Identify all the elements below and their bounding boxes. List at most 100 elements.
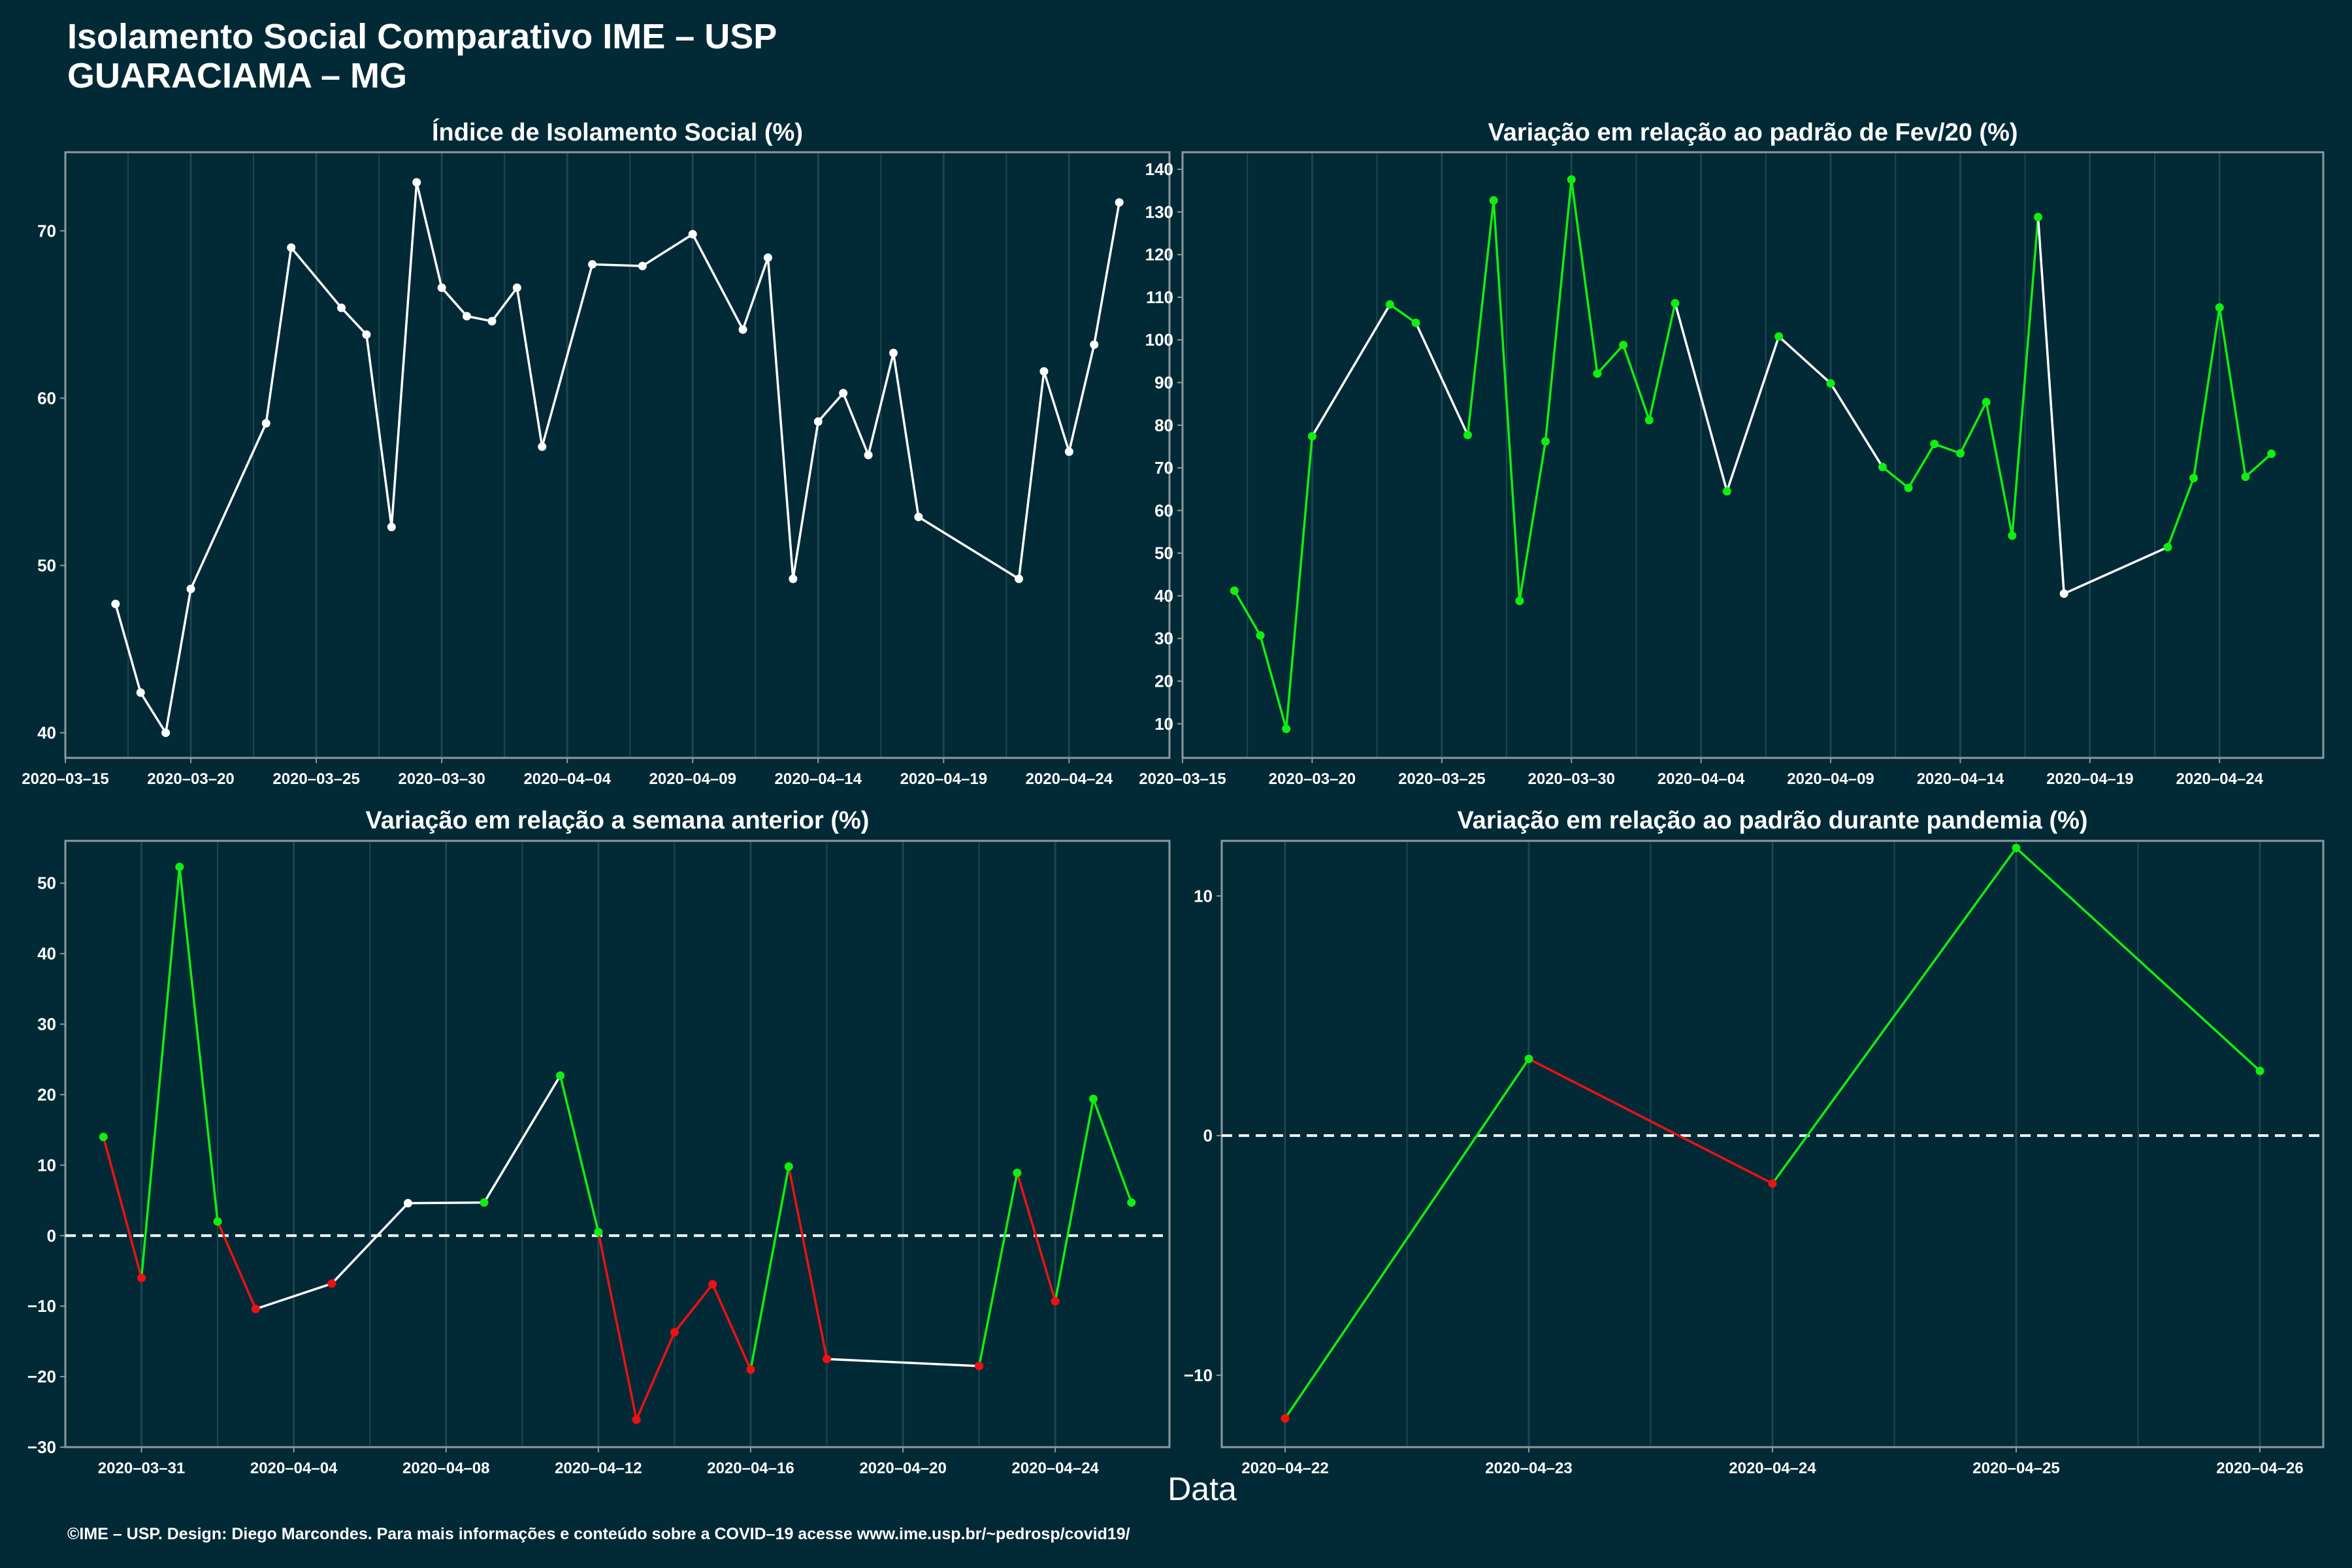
series-line-segment [189, 423, 267, 590]
series-line-segment [515, 287, 544, 447]
series-line-segment [1985, 402, 2014, 536]
y-tick-label: −10 [1184, 1365, 1213, 1385]
series-line-segment [440, 287, 468, 318]
series-line-segment [792, 421, 820, 580]
data-point [1051, 1297, 1060, 1306]
data-point [1282, 725, 1291, 734]
x-tick-label: 2020–04–24 [1729, 1460, 1816, 1477]
data-point [1768, 1179, 1777, 1188]
x-tick-label: 2020–04–09 [1787, 770, 1874, 788]
y-tick-label: 0 [47, 1226, 56, 1245]
y-tick-label: 10 [37, 1155, 56, 1175]
y-tick-label: 60 [37, 388, 56, 408]
data-point [2059, 589, 2068, 598]
data-point [708, 1280, 717, 1289]
series-line-segment [140, 866, 181, 1279]
y-tick-label: 60 [1154, 500, 1173, 520]
series-line-segment [711, 1284, 752, 1371]
data-point [2012, 843, 2021, 853]
series-line-segment [1907, 443, 1936, 489]
series-line-segment [766, 257, 794, 580]
data-point [1385, 300, 1394, 309]
y-tick-label: 10 [1194, 886, 1213, 906]
series-line-segment [2244, 453, 2272, 478]
series-line-segment [139, 692, 167, 734]
series-line-segment [977, 1172, 1019, 1367]
data-point [1722, 487, 1731, 496]
data-point [2215, 303, 2224, 312]
series-line-segment [892, 353, 920, 517]
series-line-segment [1934, 442, 1961, 455]
data-point [1281, 1414, 1290, 1423]
data-point [137, 1273, 146, 1282]
data-point [2163, 543, 2172, 552]
data-point [1774, 332, 1784, 341]
data-point [1463, 431, 1472, 440]
data-point [594, 1228, 603, 1237]
data-point [1039, 367, 1049, 376]
series-line-segment [1311, 304, 1391, 437]
series-line-segment [642, 233, 694, 267]
data-point [1090, 340, 1099, 349]
series-line-segment [1233, 590, 1262, 636]
series-line-segment [674, 1283, 714, 1333]
series-line-segment [1092, 1098, 1133, 1203]
y-tick-label: 10 [1154, 714, 1173, 734]
data-point [437, 283, 446, 292]
data-point [2034, 212, 2042, 221]
data-point [688, 229, 697, 238]
series-line-segment [635, 1331, 676, 1420]
series-line-segment [416, 182, 443, 288]
series-line-segment [102, 1136, 143, 1279]
series-line-segment [1093, 202, 1120, 345]
x-axis-label: Data [1168, 1471, 1237, 1507]
y-tick-label: 30 [1154, 629, 1173, 648]
x-tick-label: 2020–04–24 [1011, 1460, 1099, 1477]
data-point [813, 417, 823, 426]
data-point [1619, 340, 1628, 350]
y-tick-label: 50 [37, 556, 56, 576]
chart-title: Índice de Isolamento Social (%) [432, 118, 803, 146]
series-line-segment [917, 515, 1020, 580]
data-point [261, 419, 270, 428]
x-tick-label: 2020–04–09 [649, 770, 736, 788]
data-point [1644, 416, 1654, 425]
series-line-segment [216, 1220, 257, 1310]
x-tick-label: 2020–03–30 [1527, 770, 1614, 788]
data-point [213, 1217, 222, 1226]
series-line-segment [1648, 302, 1676, 421]
series-line-segment [255, 1282, 333, 1311]
data-point [487, 317, 497, 326]
series-line-segment [2036, 217, 2065, 594]
series-line-segment [1570, 179, 1599, 374]
page-title: Isolamento Social Comparativo IME – USP [67, 17, 777, 56]
series-line-segment [1016, 1172, 1056, 1302]
series-line-segment [1829, 382, 1884, 468]
series-line-segment [1466, 200, 1495, 436]
y-tick-label: 90 [1154, 373, 1173, 393]
series-line-segment [867, 352, 895, 455]
series-line-segment [559, 1075, 600, 1233]
x-tick-label: 2020–04–04 [250, 1460, 338, 1477]
series-line-segment [826, 1358, 979, 1367]
y-tick-label: −10 [27, 1296, 56, 1316]
data-point [480, 1198, 489, 1207]
data-point [889, 348, 898, 357]
series-line-segment [466, 315, 493, 323]
data-point [1013, 1168, 1022, 1177]
x-tick-label: 2020–03–15 [22, 770, 108, 788]
x-tick-label: 2020–04–19 [900, 770, 987, 788]
data-point [763, 253, 772, 262]
data-point [538, 442, 547, 451]
data-point [1930, 440, 1939, 449]
series-line-segment [1492, 200, 1521, 601]
series-line-segment [2166, 478, 2195, 548]
data-point [1878, 463, 1887, 472]
data-point [287, 243, 296, 252]
series-line-segment [483, 1075, 562, 1203]
series-line-segment [2218, 307, 2247, 478]
series-line-segment [1725, 336, 1780, 492]
data-point [2241, 472, 2250, 482]
x-tick-label: 2020–04–23 [1485, 1460, 1572, 1477]
series-line-segment [1068, 344, 1096, 452]
